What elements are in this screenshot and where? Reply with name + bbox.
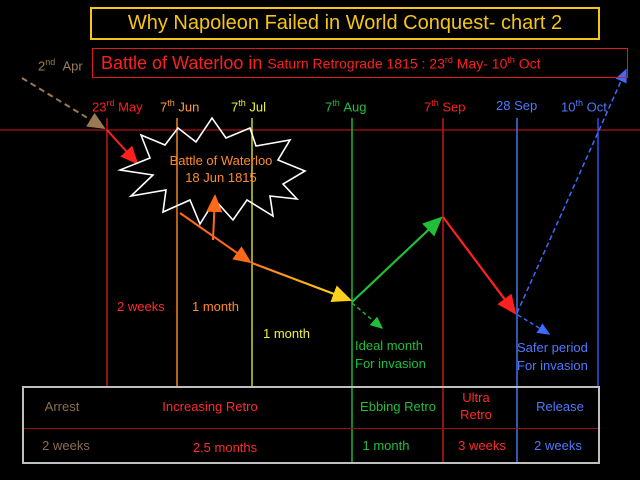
arrow-ideal — [351, 302, 384, 329]
phase-ebbing-retro: Ebbing Retro — [360, 399, 436, 414]
start-date-label: 2nd Apr — [38, 57, 83, 74]
date-label-7-jun: 7th Jun — [160, 98, 200, 115]
date-label-28-sep: 28 Sep — [496, 98, 538, 113]
table-duration-increasing: 2.5 months — [192, 440, 258, 455]
arrow-ebbing — [351, 216, 443, 303]
date-label-7-jul: 7th Jul — [231, 98, 266, 115]
burst-label: Battle of Waterloo 18 Jun 1815 — [169, 153, 273, 185]
table-duration-arrest: 2 weeks — [42, 438, 90, 453]
table-duration-ebbing: 1 month — [362, 438, 410, 453]
date-label-23-may: 23rd May — [92, 98, 143, 115]
date-label-7-sep: 7th Sep — [424, 98, 466, 115]
table-duration-release: 2 weeks — [534, 438, 582, 453]
arrow-retro-3 — [251, 261, 353, 303]
date-label-7-aug: 7th Aug — [325, 98, 367, 115]
phase-arrest: Arrest — [44, 399, 80, 414]
page-title: Why Napoleon Failed in World Conquest- c… — [90, 7, 600, 40]
arrow-retro-2 — [179, 212, 252, 264]
phase-table — [22, 386, 600, 464]
safer-period-note: Safer period For invasion — [517, 340, 588, 373]
arrow-arrest — [21, 77, 106, 130]
arrow-battle — [206, 194, 223, 241]
duration-1-month-b: 1 month — [263, 326, 310, 341]
date-label-10-oct: 10th Oct — [561, 98, 607, 115]
arrow-safer — [517, 314, 551, 335]
table-duration-ultra: 3 weeks — [458, 438, 506, 453]
ideal-month-note: Ideal month For invasion — [355, 338, 426, 371]
arrow-release — [516, 68, 627, 314]
duration-2-weeks: 2 weeks — [117, 299, 165, 314]
subtitle-main: Battle of Waterloo in — [101, 52, 263, 73]
table-row-divider — [24, 428, 598, 429]
phase-ultra-retro: Ultra Retro — [460, 390, 492, 422]
arrow-retro-1 — [106, 129, 139, 165]
phase-increasing-retro: Increasing Retro — [162, 399, 258, 414]
battle-burst — [116, 116, 307, 226]
phase-release: Release — [536, 399, 584, 414]
arrow-ultra — [442, 216, 517, 315]
subtitle-detail: Saturn Retrograde 1815 : 23rd May- 10th … — [267, 54, 541, 72]
subtitle-box: Battle of Waterloo in Saturn Retrograde … — [92, 48, 628, 78]
duration-1-month-a: 1 month — [192, 299, 239, 314]
